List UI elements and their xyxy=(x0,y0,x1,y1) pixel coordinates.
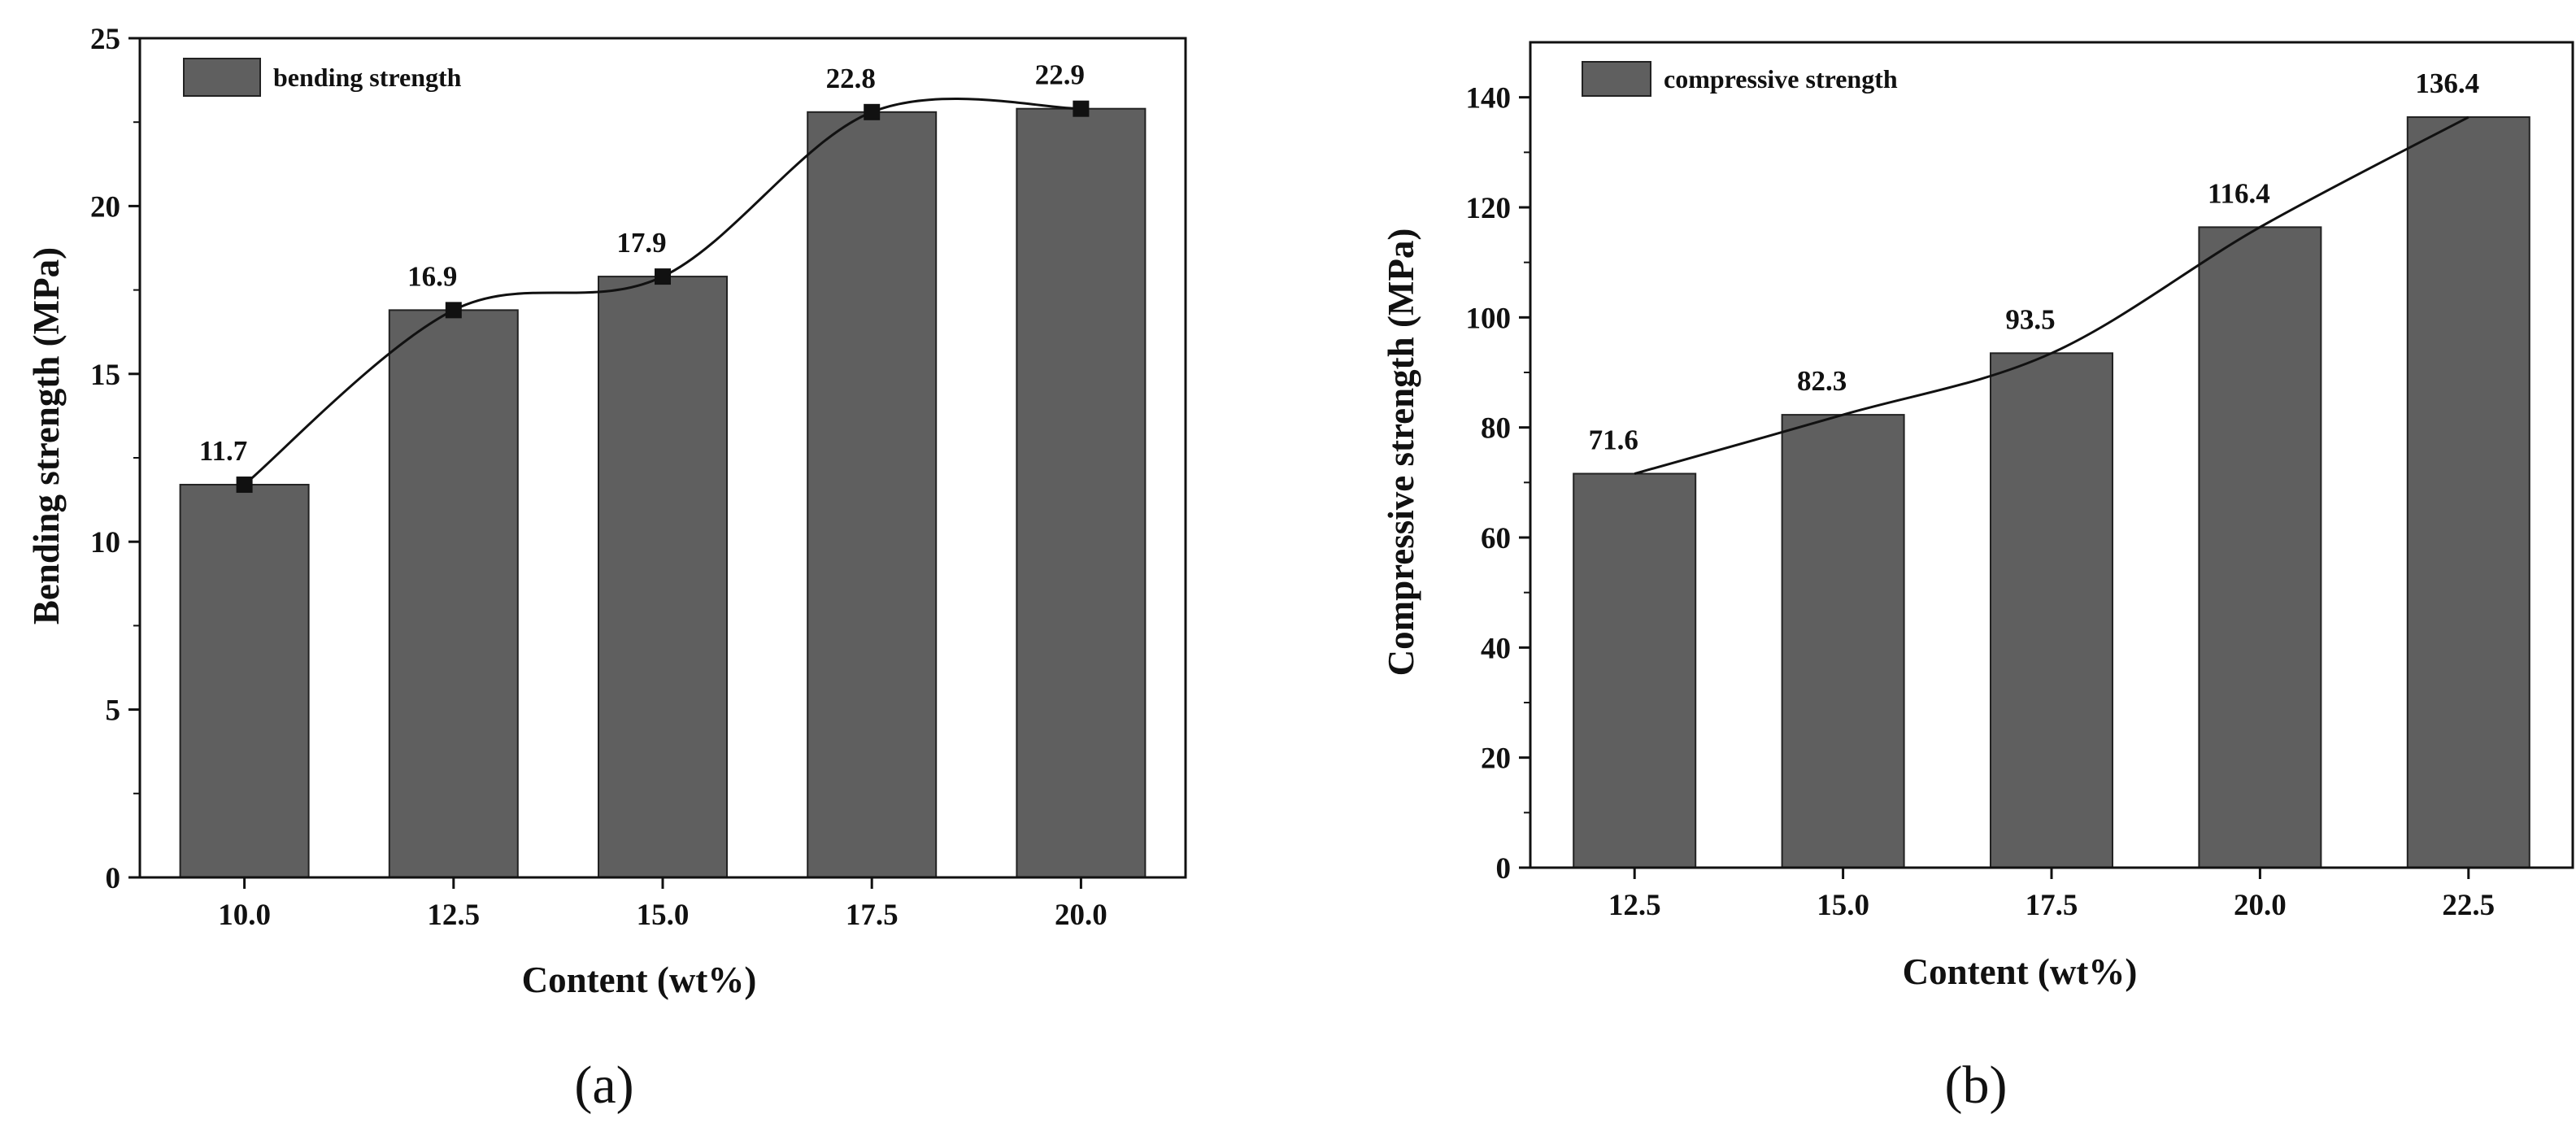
chart-a-data-label-4: 22.8 xyxy=(826,63,876,94)
chart-b-bar-2 xyxy=(1781,414,1905,868)
chart-b-xtick-label-4: 20.0 xyxy=(2234,889,2287,922)
chart-b-bar-1 xyxy=(1573,472,1697,868)
chart-a-data-label-3: 17.9 xyxy=(616,227,666,259)
chart-a-ylabel: Bending strength (MPa) xyxy=(26,247,67,625)
chart-a-legend-swatch xyxy=(183,58,261,97)
chart-a-bar-4 xyxy=(807,111,938,879)
chart-b-xtick-label-1: 12.5 xyxy=(1608,889,1661,922)
chart-a-marker-2 xyxy=(445,302,462,319)
chart-b-bar-3 xyxy=(1990,352,2113,869)
chart-a-ytick-label-25: 25 xyxy=(90,23,120,56)
chart-a-xtick-label-1: 10.0 xyxy=(218,899,271,932)
chart-a-bar-2 xyxy=(388,309,519,879)
chart-a-legend-label: bending strength xyxy=(273,63,462,92)
chart-b-data-label-1: 71.6 xyxy=(1589,424,1638,456)
chart-a-ytick-label-5: 5 xyxy=(106,694,121,728)
chart-a-bar-5 xyxy=(1016,107,1147,879)
chart-a-marker-4 xyxy=(864,103,881,120)
chart-b-xtick-label-2: 15.0 xyxy=(1817,889,1869,922)
chart-panel-b: Compressive strength (MPa) Content (wt%)… xyxy=(1381,41,2574,1115)
chart-a-xtick-label-4: 17.5 xyxy=(846,899,899,932)
chart-a-ytick-label-10: 10 xyxy=(90,526,120,559)
chart-b-data-label-2: 82.3 xyxy=(1797,365,1847,397)
chart-b-legend-swatch xyxy=(1582,61,1651,97)
chart-b-ytick-label-60: 60 xyxy=(1481,522,1511,555)
chart-a-ytick-label-20: 20 xyxy=(90,190,120,224)
chart-b-ytick-label-0: 0 xyxy=(1496,852,1512,886)
chart-a-ytick-label-15: 15 xyxy=(90,359,120,392)
chart-b-data-label-4: 116.4 xyxy=(2208,177,2270,209)
chart-b-ytick-label-120: 120 xyxy=(1466,192,1512,225)
chart-b-ytick-label-40: 40 xyxy=(1481,632,1511,665)
chart-a-marker-5 xyxy=(1073,100,1090,117)
chart-a-ytick-label-0: 0 xyxy=(106,862,121,895)
chart-b-ytick-label-80: 80 xyxy=(1481,412,1511,446)
chart-b-xlabel: Content (wt%) xyxy=(1903,951,2138,992)
chart-a-xtick-label-2: 12.5 xyxy=(427,899,480,932)
chart-b-trend-line xyxy=(1634,115,2469,475)
chart-b-bar-5 xyxy=(2406,116,2530,868)
chart-b-data-label-3: 93.5 xyxy=(2005,303,2055,335)
chart-a-bar-1 xyxy=(179,484,310,878)
chart-a-xtick-label-5: 20.0 xyxy=(1055,899,1107,932)
chart-a-bar-3 xyxy=(598,276,728,878)
chart-b-ytick-label-100: 100 xyxy=(1466,302,1512,335)
chart-b-legend-label: compressive strength xyxy=(1664,64,1898,94)
chart-b-data-label-5: 136.4 xyxy=(2415,67,2479,99)
chart-a-xtick-label-3: 15.0 xyxy=(637,899,690,932)
chart-b-bar-4 xyxy=(2198,226,2322,868)
chart-b-ytick-label-140: 140 xyxy=(1466,82,1512,115)
chart-a-marker-1 xyxy=(236,477,253,494)
chart-a-data-label-1: 11.7 xyxy=(199,435,247,467)
chart-panel-a: Bending strength (MPa) Content (wt%) (a)… xyxy=(26,23,1187,1115)
chart-a-xlabel: Content (wt%) xyxy=(522,960,757,1000)
chart-b-ytick-label-20: 20 xyxy=(1481,742,1511,776)
chart-b-xtick-label-3: 17.5 xyxy=(2026,889,2078,922)
chart-b-xtick-label-5: 22.5 xyxy=(2442,889,2495,922)
chart-a-panel-label: (a) xyxy=(574,1055,633,1115)
chart-b-ylabel: Compressive strength (MPa) xyxy=(1381,229,1421,677)
chart-a-data-label-2: 16.9 xyxy=(407,260,457,292)
chart-b-panel-label: (b) xyxy=(1945,1055,2008,1115)
chart-a-data-label-5: 22.9 xyxy=(1035,59,1085,91)
chart-a-marker-3 xyxy=(655,268,671,285)
